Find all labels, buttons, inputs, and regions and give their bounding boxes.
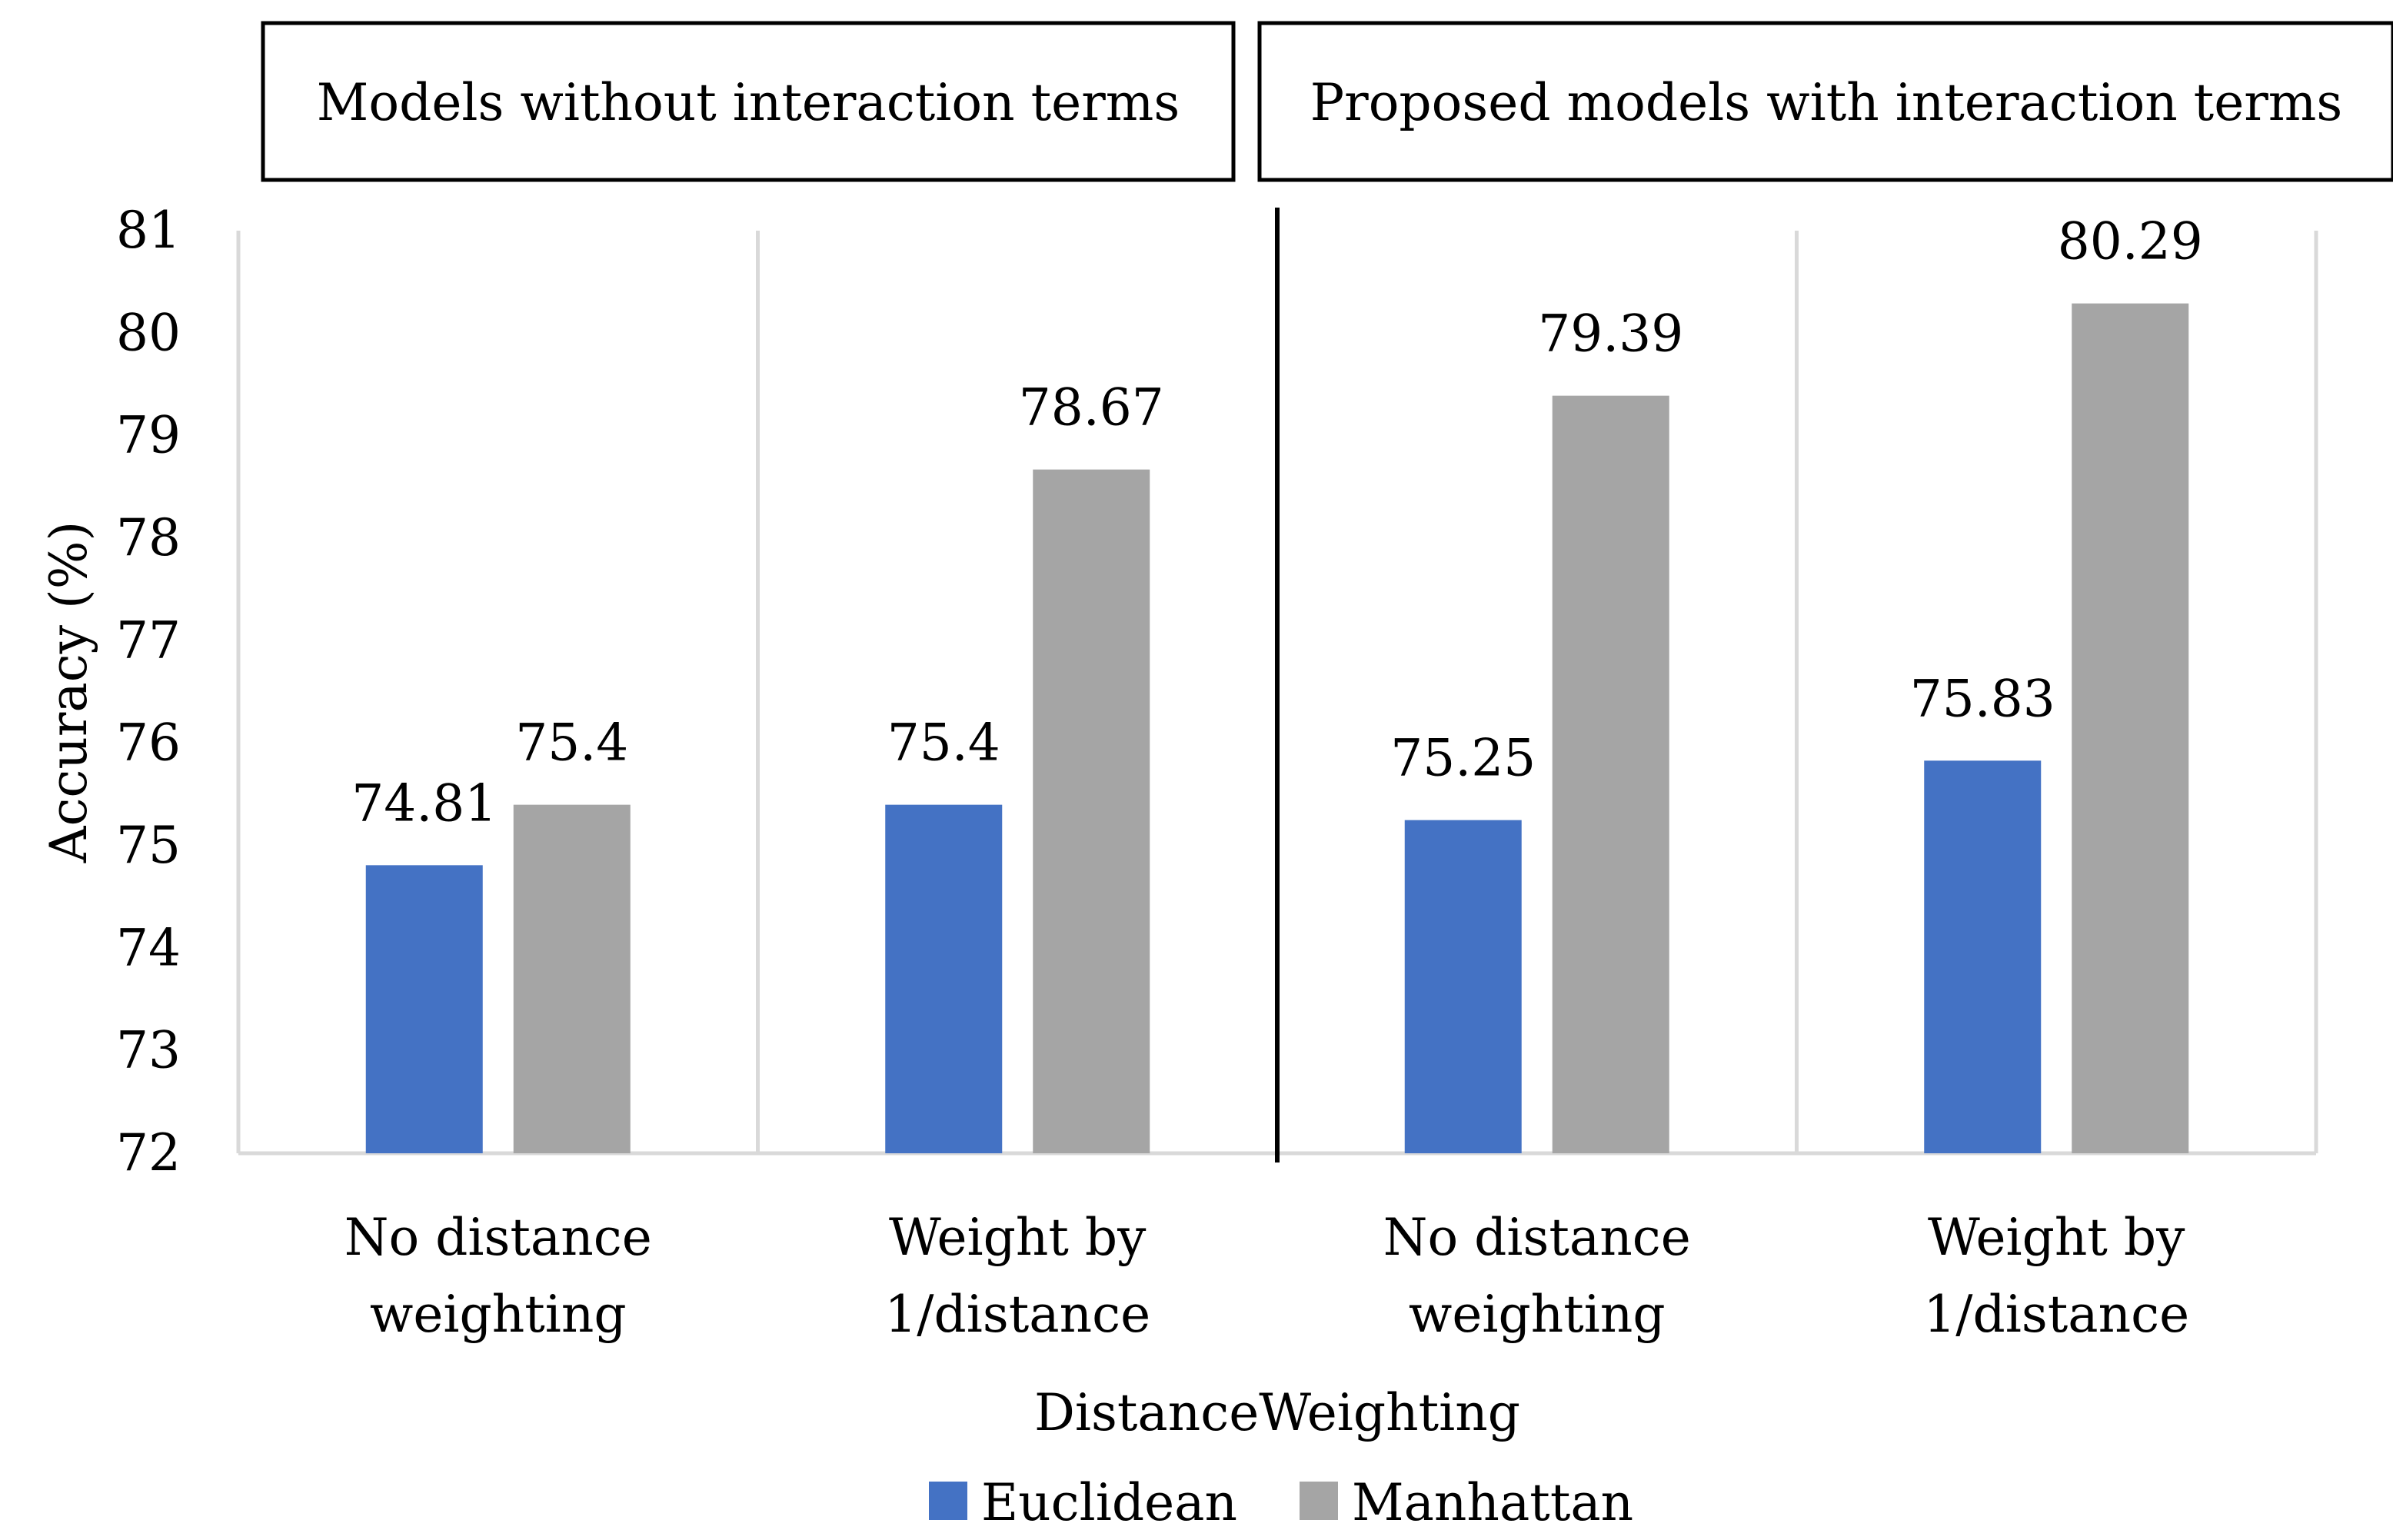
group-header-layer: Models without interaction terms Proposed… (261, 21, 2393, 182)
data-label: 78.67 (1019, 378, 1164, 437)
data-label: 79.39 (1538, 304, 1683, 364)
y-tick-label: 75 (116, 816, 181, 875)
data-label: 75.83 (1910, 669, 2055, 728)
group-header-box (1257, 21, 2393, 182)
x-category-label: weighting (370, 1285, 627, 1344)
bar-euclidean (1404, 820, 1522, 1153)
legend-layer: Euclidean Manhattan (929, 1473, 1633, 1532)
bar-manhattan (513, 804, 631, 1153)
x-category-label: 1/distance (1923, 1285, 2189, 1344)
bar-euclidean (365, 865, 483, 1153)
legend-swatch-manhattan (1300, 1482, 1338, 1520)
label-layer: 74.81 75.4 75.25 75.83 75.4 78.67 79.39 80.29 (351, 212, 2202, 833)
x-category-label: weighting (1409, 1285, 1666, 1344)
y-tick-label: 77 (116, 610, 181, 670)
bar-manhattan (2072, 303, 2189, 1154)
group-header-label: Models without interaction terms (317, 73, 1180, 132)
x-category-label: No distance (1383, 1208, 1691, 1267)
y-tick-label: 81 (116, 201, 181, 260)
y-tick-label: 76 (116, 713, 181, 773)
y-tick-label: 80 (116, 303, 181, 362)
x-category-label: Weight by (889, 1208, 1147, 1267)
group-header-label: Proposed models with interaction terms (1310, 73, 2343, 132)
x-category-label: 1/distance (884, 1285, 1150, 1344)
data-label: 75.25 (1390, 729, 1536, 788)
data-label: 80.29 (2058, 212, 2203, 271)
x-category-label: No distance (344, 1208, 652, 1267)
x-axis-title: DistanceWeighting (1034, 1383, 1520, 1442)
bar-euclidean (1924, 760, 2042, 1153)
bar-manhattan (1552, 395, 1669, 1153)
legend-swatch-euclidean (929, 1482, 967, 1520)
bar-euclidean (885, 804, 1003, 1153)
y-axis-title: Accuracy (%) (39, 521, 98, 863)
y-tick-label: 74 (116, 918, 181, 977)
data-label: 75.4 (515, 713, 628, 773)
y-tick-label: 79 (116, 406, 181, 465)
y-tick-label: 72 (116, 1123, 181, 1182)
data-label: 74.81 (351, 773, 497, 833)
bar-layer (365, 303, 2189, 1154)
group-header-box (261, 21, 1236, 182)
data-label: 75.4 (887, 713, 1000, 773)
legend-label-euclidean: Euclidean (981, 1473, 1237, 1532)
y-tick-label: 73 (116, 1021, 181, 1080)
x-category-label: Weight by (1928, 1208, 2185, 1267)
bar-manhattan (1033, 469, 1150, 1153)
legend-label-manhattan: Manhattan (1352, 1473, 1633, 1532)
y-tick-label: 78 (116, 508, 181, 567)
